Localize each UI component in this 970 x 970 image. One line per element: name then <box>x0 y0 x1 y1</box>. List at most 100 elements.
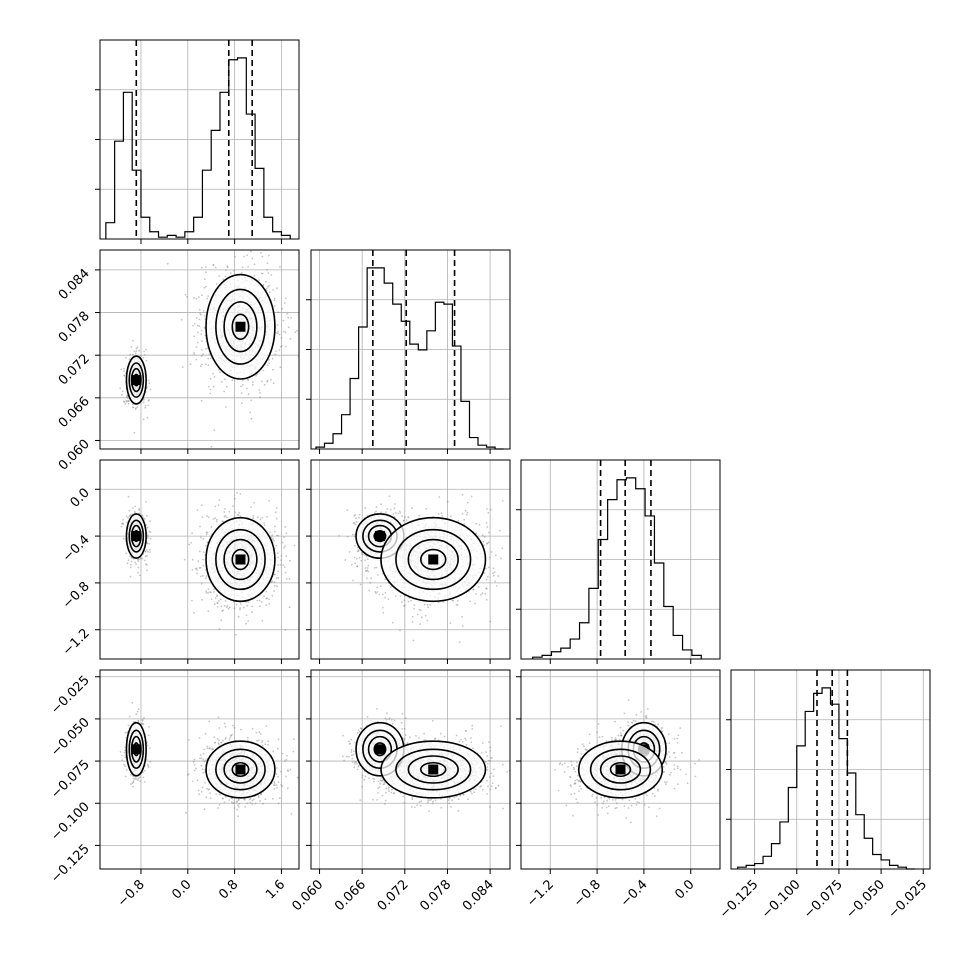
panel-frame <box>99 39 300 240</box>
scatter-point <box>265 590 268 593</box>
scatter-point <box>458 641 461 643</box>
scatter-point <box>245 387 248 390</box>
scatter-point <box>128 509 131 512</box>
scatter-point <box>195 567 198 570</box>
scatter-point <box>487 511 490 514</box>
scatter-point <box>259 605 261 608</box>
scatter-point <box>205 796 208 799</box>
scatter-point <box>268 598 270 601</box>
scatter-point <box>134 408 137 410</box>
scatter-point <box>215 246 217 248</box>
scatter-point <box>464 509 467 512</box>
panel-frame <box>520 459 721 660</box>
scatter-point <box>407 516 409 518</box>
scatter-point <box>364 567 367 569</box>
scatter-point <box>475 593 477 595</box>
scatter-point <box>265 287 268 290</box>
scatter-point <box>451 599 454 602</box>
scatter-point <box>146 542 149 545</box>
scatter-point <box>204 278 206 280</box>
scatter-point <box>220 381 223 383</box>
scatter-point <box>130 564 132 566</box>
scatter-point <box>260 380 263 383</box>
scatter-point <box>492 567 495 570</box>
scatter-point <box>134 352 137 355</box>
scatter-point <box>251 383 254 386</box>
scatter-point <box>216 602 219 605</box>
scatter-point <box>418 608 421 611</box>
scatter-point <box>285 578 288 580</box>
scatter-point <box>279 266 281 268</box>
scatter-point <box>359 583 362 586</box>
scatter-point <box>202 558 204 561</box>
scatter-point <box>143 518 146 520</box>
scatter-point <box>217 807 219 809</box>
scatter-point <box>121 522 123 525</box>
scatter-point <box>225 516 228 519</box>
scatter-point <box>412 639 415 642</box>
scatter-point <box>210 445 213 448</box>
scatter-point <box>193 296 195 299</box>
scatter-point <box>143 350 146 353</box>
scatter-point <box>489 620 492 623</box>
scatter-point <box>232 505 234 508</box>
scatter-point <box>277 330 279 333</box>
scatter-point <box>199 754 202 756</box>
scatter-point <box>461 513 464 515</box>
scatter-point <box>143 354 146 356</box>
scatter-point <box>200 355 203 357</box>
scatter-point <box>190 599 193 602</box>
scatter-point <box>259 392 261 394</box>
scatter-point <box>195 346 198 348</box>
scatter-point <box>278 333 281 336</box>
scatter-point <box>427 606 429 609</box>
scatter-point <box>146 515 148 517</box>
scatter-point <box>419 609 422 612</box>
scatter-point <box>364 559 366 562</box>
scatter-point <box>189 363 192 366</box>
scatter-point <box>133 510 136 513</box>
scatter-point <box>484 593 487 595</box>
scatter-point <box>235 603 238 606</box>
scatter-point <box>283 302 286 304</box>
scatter-point <box>134 505 136 508</box>
scatter-point <box>202 758 205 761</box>
scatter-point <box>455 603 458 606</box>
scatter-point <box>237 615 240 618</box>
scatter-point <box>211 747 214 750</box>
scatter-point <box>201 363 203 366</box>
scatter-point <box>354 562 356 564</box>
scatter-point <box>243 798 246 801</box>
scatter-point <box>252 515 255 517</box>
scatter-point <box>207 591 209 594</box>
scatter-point <box>139 780 142 782</box>
scatter-point <box>240 385 242 388</box>
scatter-point <box>145 563 147 566</box>
scatter-point <box>141 557 144 560</box>
scatter-point <box>511 591 513 593</box>
scatter-point <box>138 508 141 510</box>
scatter-point <box>485 542 488 545</box>
scatter-point <box>229 272 232 275</box>
density-panel-4-1 <box>119 702 299 818</box>
scatter-point <box>126 395 128 397</box>
scatter-point <box>361 553 363 556</box>
scatter-point <box>205 592 208 594</box>
scatter-point <box>206 531 209 534</box>
scatter-point <box>222 609 225 612</box>
density-contour <box>395 528 472 591</box>
scatter-point <box>203 326 206 329</box>
scatter-point <box>489 508 492 511</box>
scatter-point <box>215 520 218 523</box>
scatter-point <box>394 503 396 505</box>
scatter-point <box>146 534 149 537</box>
scatter-point <box>219 371 222 374</box>
scatter-point <box>391 621 394 624</box>
scatter-point <box>243 798 246 801</box>
scatter-point <box>209 241 211 243</box>
scatter-point <box>237 799 240 801</box>
scatter-point <box>260 601 263 603</box>
scatter-point <box>138 509 141 512</box>
scatter-point <box>234 511 237 514</box>
scatter-point <box>384 596 387 599</box>
